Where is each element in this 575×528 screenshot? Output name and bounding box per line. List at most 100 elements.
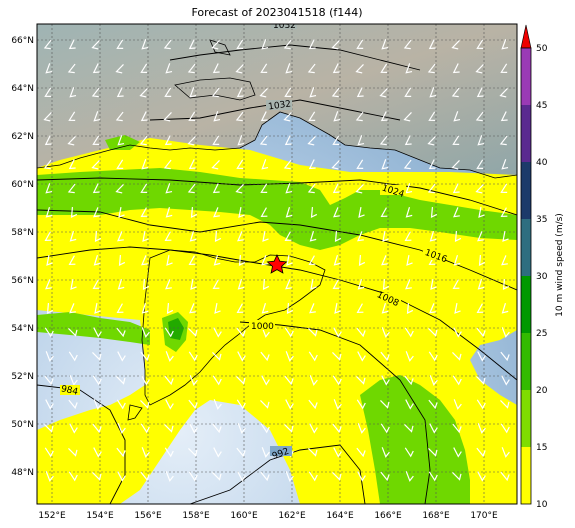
wind-barb (283, 39, 292, 50)
lon-tick: 170°E (470, 511, 498, 521)
wind-barb (116, 39, 124, 49)
wind-barb (260, 111, 268, 122)
wind-barb (478, 206, 485, 218)
wind-barb (502, 230, 509, 242)
colorbar-segment-10-15 (521, 447, 531, 504)
wind-barb (334, 230, 342, 242)
wind-barb (356, 399, 366, 410)
wind-barb (332, 183, 340, 194)
wind-barb (308, 399, 318, 410)
wind-barb (68, 159, 76, 170)
wind-barb (165, 63, 173, 74)
wind-barb (93, 327, 102, 338)
wind-barb (211, 39, 220, 50)
wind-barb (188, 328, 198, 337)
wind-barb (427, 183, 436, 194)
wind-barb (453, 399, 462, 410)
wind-barb (236, 399, 246, 410)
wind-barb (430, 278, 437, 290)
wind-barb (69, 303, 76, 314)
wind-barb (501, 159, 509, 170)
wind-barb (261, 375, 270, 386)
wind-barb (380, 111, 388, 122)
wind-barb (284, 87, 292, 97)
wind-barb (213, 255, 221, 266)
wind-barb (404, 87, 412, 97)
wind-barb (261, 39, 269, 50)
wind-barb (451, 39, 460, 50)
wind-barb (357, 231, 364, 242)
wind-barb (94, 302, 101, 314)
wind-barb (285, 63, 293, 74)
wind-barb (308, 159, 316, 170)
wind-barb (429, 87, 437, 98)
lat-tick: 50°N (11, 420, 34, 430)
wind-barb (500, 423, 510, 434)
wind-barb (452, 472, 462, 481)
wind-barb (475, 111, 484, 122)
wind-barb (117, 351, 126, 362)
wind-barb (307, 135, 316, 146)
wind-barb (142, 278, 150, 290)
wind-barb (405, 471, 414, 482)
wind-barb (260, 400, 270, 409)
wind-barb (355, 183, 364, 194)
wind-barb (501, 39, 509, 50)
wind-barb (357, 471, 366, 482)
wind-barb (190, 206, 198, 218)
wind-barb (260, 423, 270, 434)
map-title: Forecast of 2023041518 (f144) (191, 6, 363, 19)
wind-barb (91, 39, 100, 50)
wind-barb (308, 255, 316, 266)
wind-barb (500, 111, 508, 122)
wind-barb (260, 351, 270, 362)
wind-barb (238, 254, 246, 266)
latitude-ticks: 66°N 64°N 62°N 60°N 58°N 56°N 54°N 52°N … (11, 36, 34, 478)
wind-barb (188, 255, 196, 266)
wind-barb (477, 231, 484, 242)
wind-barb (44, 447, 54, 458)
wind-barb (333, 111, 341, 122)
lat-tick: 58°N (11, 228, 34, 238)
wind-barb (69, 375, 78, 386)
lat-tick: 54°N (11, 324, 34, 334)
wind-barb (452, 375, 462, 386)
wind-barb (381, 255, 388, 266)
wind-barb (502, 278, 510, 290)
wind-barb (44, 87, 52, 97)
wind-barb (452, 63, 460, 74)
wind-barb (452, 352, 462, 361)
wind-barb (427, 63, 436, 74)
wind-barb (93, 207, 100, 218)
wind-barb (68, 255, 76, 266)
wind-barb (187, 63, 196, 74)
wind-barb (91, 159, 100, 170)
wind-barb (92, 352, 102, 361)
wind-barb (164, 327, 174, 338)
lat-tick: 52°N (11, 372, 34, 382)
wind-barb (379, 87, 388, 98)
isobar-label: 1032 (268, 99, 292, 112)
wind-barb (477, 423, 486, 434)
wind-barb (381, 303, 389, 314)
lon-tick: 162°E (278, 511, 306, 521)
wind-barb (428, 111, 436, 121)
wind-barb (212, 63, 220, 74)
wind-barb (260, 207, 268, 218)
wind-barb (475, 63, 484, 74)
wind-barb (332, 472, 342, 481)
wind-barb (356, 327, 366, 338)
wind-barb (44, 135, 52, 146)
wind-barb (355, 63, 364, 74)
wind-barb (140, 63, 148, 73)
wind-barb (262, 278, 270, 290)
wind-barb (380, 63, 388, 73)
wind-barb (163, 159, 172, 170)
wind-barb (333, 399, 342, 410)
wind-barb (189, 87, 197, 98)
lon-tick: 160°E (230, 511, 258, 521)
longitude-ticks: 152°E 154°E 156°E 158°E 160°E 162°E 164°… (38, 511, 498, 521)
colorbar-segment-15-20 (521, 390, 531, 447)
wind-barb (428, 471, 438, 482)
wind-barb (44, 231, 52, 242)
